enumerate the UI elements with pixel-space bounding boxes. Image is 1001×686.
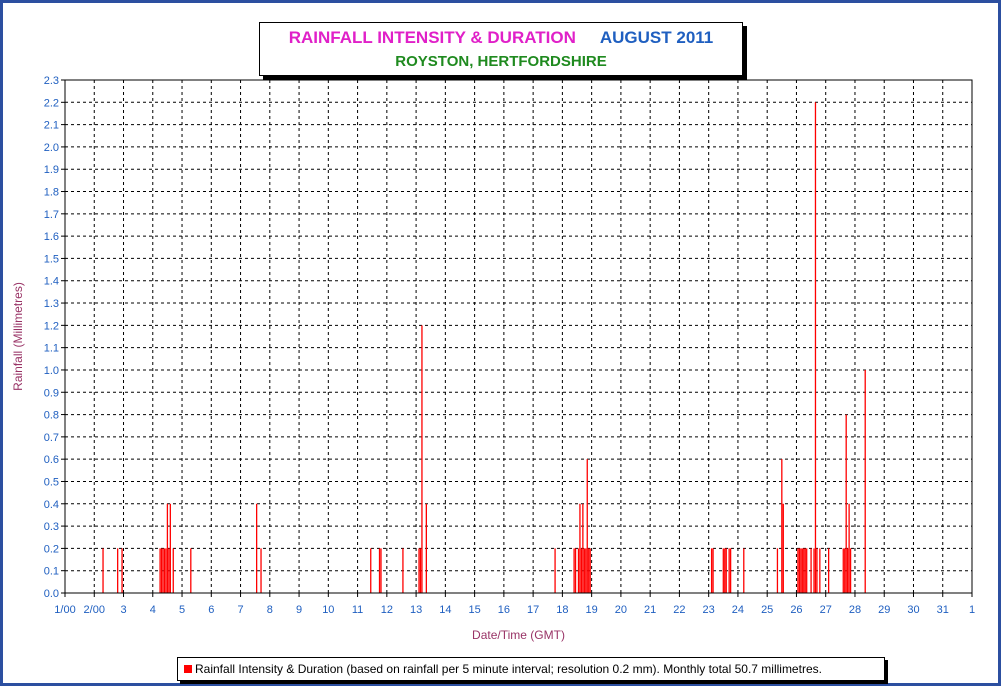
- legend-label: Rainfall Intensity & Duration (based on …: [195, 662, 822, 676]
- x-tick-label: 30: [907, 604, 919, 616]
- x-tick-label: 16: [498, 604, 510, 616]
- y-tick-label: 1.8: [44, 187, 59, 199]
- y-tick-label: 0.1: [44, 566, 59, 578]
- y-tick-label: 1.1: [44, 343, 59, 355]
- x-tick-label: 24: [732, 604, 744, 616]
- bar-series: [102, 102, 866, 593]
- x-tick-label: 13: [410, 604, 422, 616]
- x-tick-label: 26: [790, 604, 802, 616]
- y-axis-title: Rainfall (Millimetres): [11, 282, 25, 391]
- x-tick-label: 10: [322, 604, 334, 616]
- x-tick-label: 17: [527, 604, 539, 616]
- x-tick-label: 15: [468, 604, 480, 616]
- y-tick-label: 1.4: [44, 276, 59, 288]
- y-tick-label: 0.6: [44, 454, 59, 466]
- x-tick-label: 3: [120, 604, 126, 616]
- y-tick-label: 1.6: [44, 231, 59, 243]
- x-tick-label: 25: [761, 604, 773, 616]
- chart-title: RAINFALL INTENSITY & DURATION AUGUST 2011: [260, 28, 742, 48]
- y-tick-label: 0.4: [44, 499, 59, 511]
- x-tick-label: 8: [267, 604, 273, 616]
- y-tick-label: 1.0: [44, 365, 59, 377]
- axes: [61, 79, 973, 597]
- y-tick-label: 2.3: [44, 75, 59, 87]
- x-tick-label: 9: [296, 604, 302, 616]
- x-tick-label: 20: [615, 604, 627, 616]
- chart-subtitle: ROYSTON, HERTFORDSHIRE: [395, 53, 607, 70]
- y-tick-label: 0.2: [44, 543, 59, 555]
- x-tick-label: 19: [586, 604, 598, 616]
- y-tick-label: 0.7: [44, 432, 59, 444]
- y-tick-label: 1.5: [44, 253, 59, 265]
- grid-lines: [65, 79, 973, 593]
- y-tick-label: 1.3: [44, 298, 59, 310]
- y-tick-labels: 0.0 0.1 0.2 0.3 0.4 0.5 0.6 0.7 0.8 0.9 1.0 1.1 1.2 1…: [44, 75, 59, 600]
- x-tick-label: 11: [352, 604, 363, 616]
- y-tick-label: 2.2: [44, 97, 59, 109]
- x-tick-label: 1/00: [54, 604, 75, 616]
- x-tick-label: 7: [237, 604, 243, 616]
- x-tick-label: 21: [644, 604, 656, 616]
- x-tick-label: 6: [208, 604, 214, 616]
- title-period: AUGUST 2011: [599, 28, 714, 47]
- y-tick-label: 0.8: [44, 410, 59, 422]
- x-tick-label: 4: [150, 604, 156, 616]
- y-tick-label: 1.9: [44, 164, 59, 176]
- x-tick-label: 31: [937, 604, 949, 616]
- y-tick-label: 1.7: [44, 209, 59, 221]
- legend-swatch: [184, 664, 192, 673]
- x-tick-label: 12: [381, 604, 393, 616]
- x-tick-label: 1: [969, 604, 975, 616]
- x-tick-label: 28: [849, 604, 861, 616]
- y-tick-label: 2.1: [44, 120, 59, 132]
- x-tick-label: 22: [673, 604, 685, 616]
- y-tick-label: 0.5: [44, 476, 59, 488]
- x-tick-label: 23: [703, 604, 715, 616]
- y-tick-label: 0.9: [44, 387, 59, 399]
- x-tick-labels: 1/00 2/00 3 4 5 6 7 8 9 10 11 12 13 14 15 16 17 18 19 20 21 2…: [54, 604, 975, 616]
- y-tick-label: 2.0: [44, 142, 59, 154]
- legend: Rainfall Intensity & Duration (based on …: [177, 657, 885, 681]
- plot-border: [64, 79, 973, 594]
- x-axis-title: Date/Time (GMT): [472, 628, 565, 642]
- rainfall-chart: 0.0 0.1 0.2 0.3 0.4 0.5 0.6 0.7 0.8 0.9 1.0 1.1 1.2 1…: [11, 75, 975, 642]
- x-tick-label: 29: [878, 604, 890, 616]
- chart-title-box: RAINFALL INTENSITY & DURATION AUGUST 2011…: [259, 22, 743, 76]
- y-tick-label: 0.0: [44, 588, 59, 600]
- x-tick-label: 27: [820, 604, 832, 616]
- y-tick-label: 0.3: [44, 521, 59, 533]
- x-tick-label: 2/00: [84, 604, 105, 616]
- x-tick-label: 14: [439, 604, 451, 616]
- x-tick-label: 18: [556, 604, 568, 616]
- y-tick-label: 1.2: [44, 320, 59, 332]
- x-tick-label: 5: [179, 604, 185, 616]
- title-main: RAINFALL INTENSITY & DURATION: [288, 28, 576, 47]
